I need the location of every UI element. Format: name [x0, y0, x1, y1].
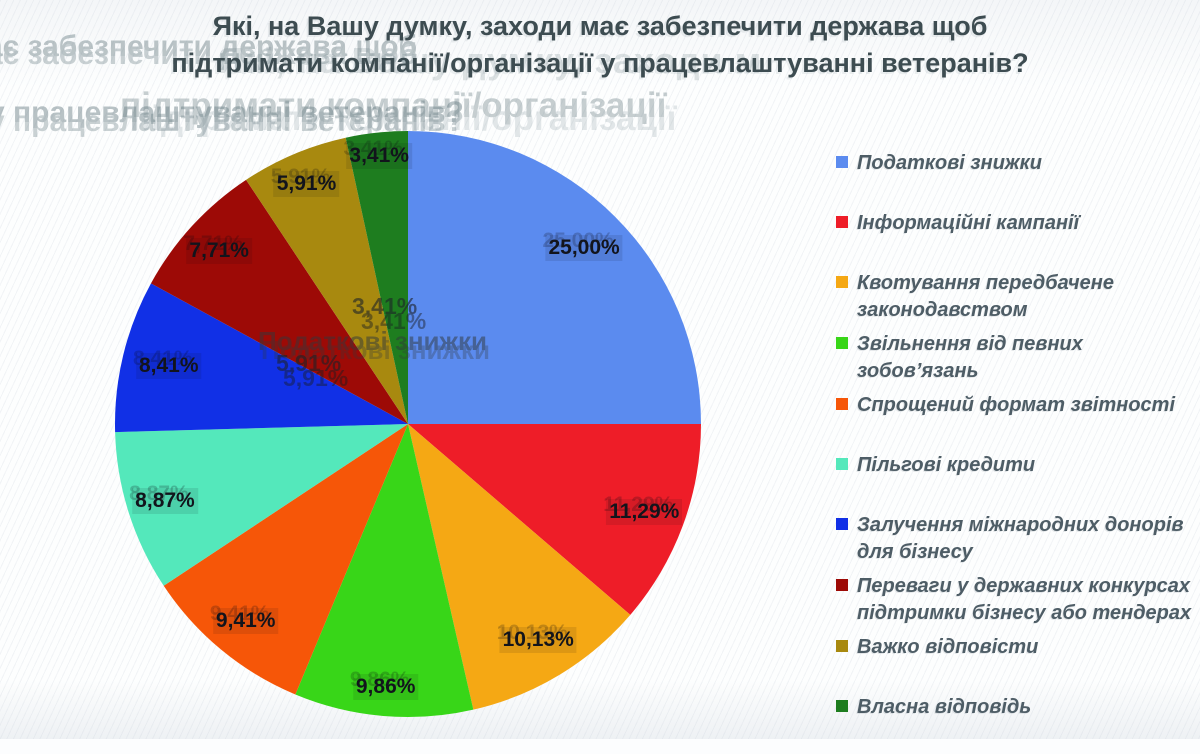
legend-item: Власна відповідь — [836, 694, 1198, 721]
legend-label: Інформаційні кампанії — [857, 212, 1080, 234]
slice-value-label: 11,29% — [606, 498, 683, 525]
legend-item: Звільнення від певних зобов’язань — [836, 331, 1198, 385]
legend: Податкові знижки Інформаційні кампанії Кво… — [836, 150, 1198, 754]
legend-swatch — [836, 640, 848, 652]
legend-label: Квотування передбачене законодавством — [857, 272, 1114, 321]
slice-value-label: 8,87% — [132, 487, 198, 514]
legend-swatch — [836, 398, 848, 410]
legend-item: Квотування передбачене законодавством — [836, 270, 1198, 324]
legend-item: Пільгові кредити — [836, 452, 1198, 479]
legend-item: Податкові знижки — [836, 150, 1198, 177]
legend-swatch — [836, 579, 848, 591]
legend-item: Важко відповісти — [836, 634, 1198, 661]
legend-label: Спрощений формат звітності — [857, 394, 1175, 416]
slice-value-label: 9,41% — [212, 607, 279, 634]
legend-swatch — [836, 276, 848, 288]
legend-label: Залучення міжнародних донорів для бізнес… — [857, 514, 1184, 563]
slice-value-label: 3,41% — [346, 142, 412, 169]
chart-title-line2: підтримати компанії/організації у працев… — [171, 48, 1029, 78]
legend-label: Важко відповісти — [857, 636, 1039, 658]
ghost-center-value-2: 5,91% — [276, 350, 342, 376]
pie-slice — [408, 131, 701, 424]
slice-value-label: 25,00% — [545, 234, 623, 261]
ghost-center-value: 3,41% — [352, 293, 418, 319]
legend-label: Власна відповідь — [857, 696, 1032, 718]
legend-swatch — [836, 518, 848, 530]
legend-label: Переваги у державних конкурсах підтримки… — [857, 575, 1192, 624]
slice-value-label: 8,41% — [135, 353, 202, 380]
legend-swatch — [836, 216, 848, 228]
legend-swatch — [836, 458, 848, 470]
pie-svg — [114, 131, 701, 717]
legend-label: Пільгові кредити — [857, 454, 1036, 476]
pie-chart — [114, 130, 702, 718]
chart-title: Які, на Вашу думку, заходи має забезпечи… — [0, 8, 1200, 82]
legend-swatch — [836, 700, 848, 712]
slice-value-label: 9,86% — [352, 673, 419, 700]
legend-label: Податкові знижки — [857, 152, 1042, 174]
slice-value-label: 7,71% — [186, 237, 252, 264]
legend-item: Інформаційні кампанії — [836, 210, 1198, 237]
legend-item: Спрощений формат звітності — [836, 392, 1198, 419]
slice-value-label: 10,13% — [499, 626, 577, 653]
legend-item: Переваги у державних конкурсах підтримки… — [836, 573, 1198, 627]
ghost-title-fragment-2: у працевлаштуванні ветеранів? — [0, 96, 464, 129]
legend-swatch — [836, 337, 848, 349]
chart-title-line1: Які, на Вашу думку, заходи має забезпечи… — [212, 11, 988, 41]
slice-value-label: 5,91% — [273, 170, 340, 197]
legend-label: Звільнення від певних зобов’язань — [857, 333, 1083, 382]
legend-item: Залучення міжнародних донорів для бізнес… — [836, 512, 1198, 566]
legend-swatch — [836, 156, 848, 168]
